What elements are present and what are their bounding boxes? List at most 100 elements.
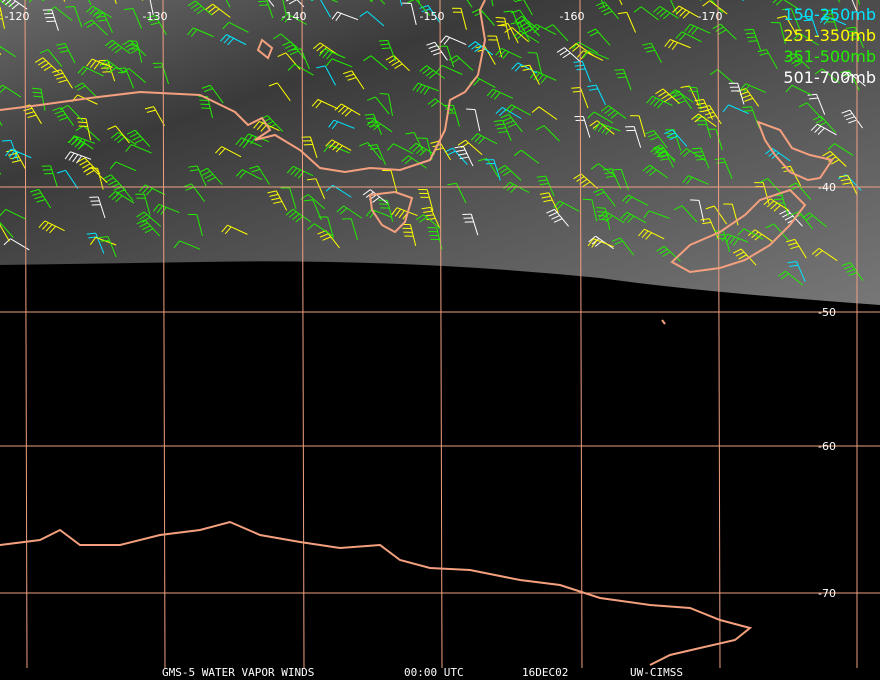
barb-flag	[841, 262, 851, 267]
barb-shaft	[783, 0, 799, 10]
barb-flag	[56, 42, 66, 46]
barb-flag	[52, 69, 61, 73]
barb-shaft	[519, 9, 533, 29]
footer-text: GMS-5 WATER VAPOR WINDS	[162, 666, 314, 679]
barb-flag	[345, 73, 355, 78]
barb-shaft	[413, 132, 425, 153]
nz-south-coast	[670, 188, 807, 274]
barb-flag	[267, 190, 277, 194]
barb-flag	[611, 237, 621, 242]
barb-shaft	[715, 128, 723, 151]
barb-flag	[139, 222, 148, 228]
barb-flag	[823, 17, 830, 25]
barb-flag	[807, 93, 817, 96]
legend: 150-250mb 251-350mb 351-500mb 501-700mb	[783, 5, 876, 87]
barb-flag	[59, 104, 69, 111]
barb-flag	[598, 211, 606, 218]
barb-flag	[602, 168, 612, 171]
barb-flag	[419, 65, 427, 72]
barb-flag	[539, 183, 549, 186]
barb-shaft	[132, 8, 143, 29]
barb-flag	[582, 50, 589, 59]
barb-flag	[222, 21, 230, 30]
barb-shaft	[731, 203, 739, 226]
barb-shaft	[307, 194, 326, 210]
barb-shaft	[131, 144, 152, 154]
barb-flag	[242, 133, 249, 142]
barb-flag	[574, 64, 584, 67]
barb-flag	[311, 99, 319, 107]
barb-flag	[391, 60, 400, 67]
barb-flag	[712, 23, 721, 30]
barb-flag	[743, 110, 753, 112]
barb-flag	[576, 68, 586, 71]
barb-flag	[514, 0, 524, 3]
barb-flag	[256, 122, 264, 131]
barb-flag	[716, 161, 726, 164]
barb-flag	[846, 268, 856, 273]
barb-flag	[132, 135, 141, 141]
barb-flag	[185, 186, 195, 191]
barb-flag	[840, 70, 850, 73]
barb-flag	[466, 108, 476, 111]
barb-flag	[86, 169, 95, 176]
barb-shaft	[114, 0, 117, 4]
barb-flag	[223, 36, 231, 44]
barb-flag	[368, 124, 378, 127]
barb-flag	[405, 131, 415, 135]
barb-flag	[123, 8, 134, 11]
barb-flag	[89, 237, 96, 246]
barb-flag	[1, 139, 11, 142]
barb-flag	[325, 58, 333, 67]
barb-shaft	[588, 50, 610, 60]
barb-flag	[777, 270, 786, 277]
barb-flag	[839, 175, 849, 178]
barb-flag	[513, 30, 521, 38]
barb-flag	[781, 273, 789, 280]
barb-flag	[641, 230, 649, 239]
barb-flag	[843, 112, 853, 117]
barb-flag	[605, 175, 616, 178]
barb-flag	[785, 84, 793, 93]
barb-flag	[679, 148, 687, 155]
barb-flag	[318, 48, 326, 57]
barb-shaft	[523, 0, 533, 16]
barb-flag	[662, 251, 671, 257]
barb-flag	[64, 151, 71, 160]
barb-shaft	[149, 0, 154, 16]
barb-flag	[591, 239, 598, 248]
latitude-label: -60	[818, 440, 836, 453]
barb-flag	[78, 125, 88, 128]
barb-flag	[190, 29, 198, 37]
barb-flag	[647, 133, 657, 138]
barb-flag	[649, 97, 657, 106]
barb-flag	[791, 58, 800, 65]
barb-flag	[503, 10, 513, 13]
barb-flag	[336, 205, 344, 213]
barb-flag	[102, 174, 112, 180]
barb-flag	[573, 60, 583, 63]
barb-flag	[699, 109, 709, 113]
barb-flag	[316, 65, 326, 69]
barb-flag	[662, 12, 671, 20]
barb-flag	[478, 136, 485, 145]
barb-flag	[768, 150, 776, 157]
barb-shaft	[779, 22, 786, 45]
barb-flag	[285, 208, 294, 216]
tasmania-coast	[368, 190, 414, 234]
barb-flag	[67, 136, 76, 144]
barb-flag	[643, 210, 650, 219]
barb-shaft	[276, 82, 291, 101]
barb-flag	[74, 140, 82, 148]
barb-shaft	[228, 21, 249, 33]
barb-shaft	[851, 0, 858, 12]
barb-flag	[474, 135, 482, 143]
barb-flag	[136, 219, 146, 225]
barb-flag	[595, 1, 605, 7]
barb-flag	[117, 71, 127, 74]
barb-flag	[502, 51, 510, 59]
barb-flag	[287, 47, 297, 53]
barb-flag	[467, 41, 476, 48]
barb-flag	[661, 93, 670, 100]
